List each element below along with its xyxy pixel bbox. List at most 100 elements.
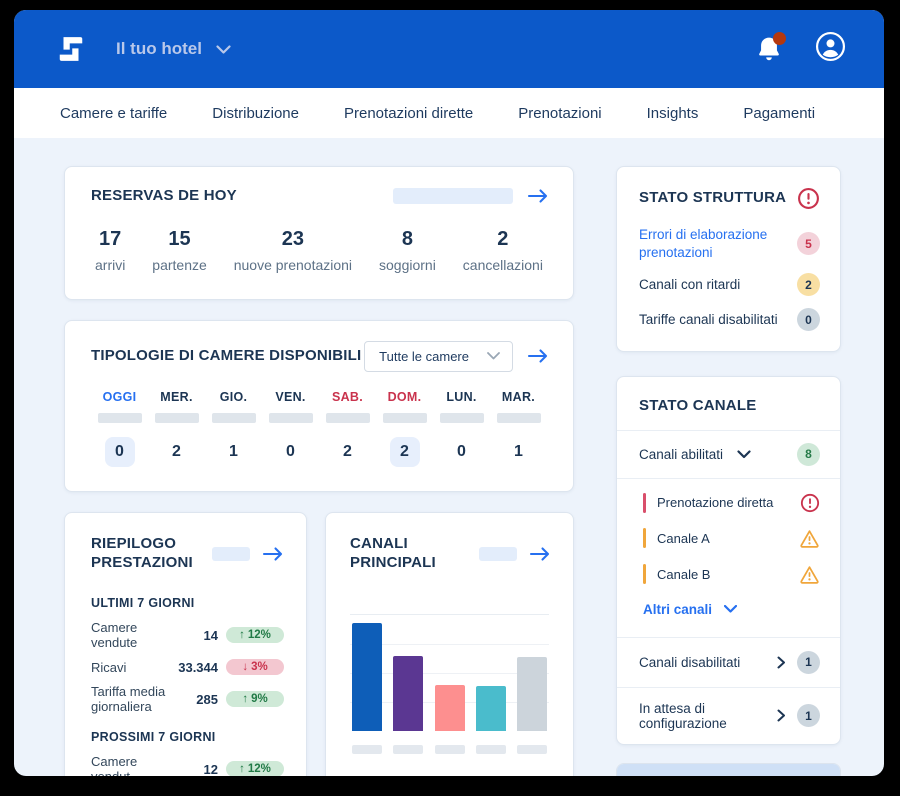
chevron-down-icon: [216, 39, 231, 59]
day-skeleton: [325, 412, 370, 423]
pending-configuration-row[interactable]: In attesa di configurazione 1: [617, 688, 840, 744]
x-label-skeleton: [434, 745, 465, 755]
notification-dot: [773, 32, 786, 45]
day-col[interactable]: MAR. 1: [490, 390, 547, 467]
last-7-days-heading: ULTIMI 7 GIORNI: [91, 596, 195, 611]
performance-details-link[interactable]: [262, 546, 284, 562]
top-channels-title: CANALI PRINCIPALI: [350, 534, 436, 571]
trend-badge: ↑ 9%: [226, 691, 284, 708]
channel-row[interactable]: Canale B: [643, 564, 820, 585]
nav-item-camere-e-tariffe[interactable]: Camere e tariffe: [60, 104, 168, 122]
nav-item-distribuzione[interactable]: Distribuzione: [212, 104, 299, 122]
reservas-details-link[interactable]: [527, 188, 549, 204]
stat-partenze: 15 partenze: [152, 227, 207, 273]
channel-status-title: STATO CANALE: [639, 397, 757, 415]
day-col[interactable]: MER. 2: [148, 390, 205, 467]
day-col[interactable]: GIO. 1: [205, 390, 262, 467]
channel-status-card: STATO CANALE Canali abilitati 8 Prenotaz…: [616, 376, 841, 745]
chart-bar: [475, 686, 506, 732]
top-bar: Il tuo hotel: [14, 10, 884, 88]
loading-placeholder: [212, 546, 250, 561]
notifications-button[interactable]: [755, 32, 786, 63]
count-badge: 8: [797, 442, 820, 466]
x-label-skeleton: [475, 745, 506, 755]
arrow-right-icon: [527, 189, 548, 203]
account-button[interactable]: [815, 31, 846, 67]
count-badge: 1: [797, 704, 820, 728]
warning-icon: [800, 530, 819, 548]
room-filter-value: Tutte le camere: [379, 348, 469, 364]
enabled-channels-row[interactable]: Canali abilitati 8: [617, 431, 840, 478]
perf-row: Camere vendute 14 ↑ 12%: [91, 620, 284, 650]
autotopup-promo-card: Risparmia tempo con il ristoccaggio auto…: [616, 762, 841, 776]
other-channels-link[interactable]: Altri canali: [643, 600, 820, 633]
property-status-title: STATO STRUTTURA: [639, 189, 787, 207]
status-row: Tariffe canali disabilitati 0: [639, 308, 820, 332]
gridline: [350, 673, 549, 675]
count-badge: 0: [797, 308, 820, 332]
channel-color-bar: [643, 564, 646, 585]
day-skeleton: [439, 412, 484, 423]
error-icon: [800, 493, 820, 512]
chevron-right-icon: [777, 656, 785, 669]
channel-row[interactable]: Prenotazione diretta: [643, 492, 820, 513]
day-col[interactable]: LUN. 0: [433, 390, 490, 467]
reservas-card: RESERVAS DE HOY 17 arrivi 15: [64, 166, 574, 300]
x-label-skeleton: [517, 745, 547, 755]
room-types-card: TIPOLOGIE DI CAMERE DISPONIBILI Tutte le…: [64, 319, 574, 492]
nav-item-insights[interactable]: Insights: [646, 104, 699, 122]
room-filter-select[interactable]: Tutte le camere: [364, 340, 513, 372]
day-skeleton: [496, 412, 541, 423]
room-types-details-link[interactable]: [527, 348, 549, 364]
dashboard-content: RESERVAS DE HOY 17 arrivi 1 5: [14, 138, 884, 776]
x-label-skeleton: [393, 745, 424, 755]
trend-badge: ↑ 12%: [226, 761, 284, 776]
arrow-right-icon: [262, 546, 283, 561]
next-7-days-heading: PROSSIMI 7 GIORNI: [91, 730, 216, 745]
status-row: Errori di elaborazione prenotazioni 5: [639, 226, 820, 261]
availability-grid: OGGI 0 MER. 2 GIO. 1 VEN. 0 SAB. 2 DOM. 2 LUN.…: [65, 378, 573, 491]
day-skeleton: [154, 412, 199, 423]
channels-bar-chart: [350, 614, 549, 755]
gridline: [350, 644, 549, 646]
top-channels-details-link[interactable]: [529, 546, 551, 562]
chevron-down-icon: [737, 450, 751, 459]
chevron-right-icon: [777, 709, 785, 722]
trend-badge: ↑ 12%: [226, 627, 284, 644]
stat-soggiorni: 8 soggiorni: [379, 227, 436, 273]
day-col[interactable]: VEN. 0: [262, 390, 319, 467]
channel-list: Prenotazione diretta Canale A: [617, 479, 840, 637]
loading-placeholder: [479, 546, 517, 561]
chart-bar: [434, 684, 465, 732]
processing-errors-link[interactable]: Errori di elaborazione prenotazioni: [639, 227, 768, 260]
top-channels-card: CANALI PRINCIPALI: [325, 511, 574, 776]
day-col[interactable]: SAB. 2: [319, 390, 376, 467]
x-label-skeleton: [352, 745, 382, 755]
channel-color-bar: [643, 492, 646, 513]
day-skeleton: [97, 412, 142, 423]
count-badge: 1: [797, 650, 820, 674]
status-row: Canali con ritardi 2: [639, 273, 820, 297]
day-col[interactable]: OGGI 0: [91, 390, 148, 467]
trend-badge: ↓ 3%: [226, 659, 284, 676]
day-skeleton: [382, 412, 427, 423]
top-bar-actions: [755, 31, 846, 67]
warning-icon: [800, 566, 819, 584]
disabled-channels-row[interactable]: Canali disabilitati 1: [617, 638, 840, 687]
count-badge: 2: [797, 273, 820, 297]
nav-item-prenotazioni[interactable]: Prenotazioni: [518, 104, 602, 122]
count-badge: 5: [797, 232, 820, 256]
user-avatar-icon: [815, 31, 846, 62]
nav-item-prenotazioni-dirette[interactable]: Prenotazioni dirette: [344, 104, 474, 122]
stat-arrivi: 17 arrivi: [95, 227, 126, 273]
chevron-down-icon: [724, 605, 738, 613]
channel-row[interactable]: Canale A: [643, 528, 820, 549]
nav-item-pagamenti[interactable]: Pagamenti: [743, 104, 816, 122]
hotel-selector-label: Il tuo hotel: [116, 39, 202, 58]
reservas-stats: 17 arrivi 15 partenze 23 nuove prenotazi…: [65, 220, 573, 299]
loading-placeholder: [393, 188, 513, 205]
chevron-down-icon: [487, 352, 500, 360]
day-col[interactable]: DOM. 2: [376, 390, 433, 467]
chart-bar: [393, 655, 424, 732]
hotel-selector[interactable]: Il tuo hotel: [116, 39, 231, 59]
